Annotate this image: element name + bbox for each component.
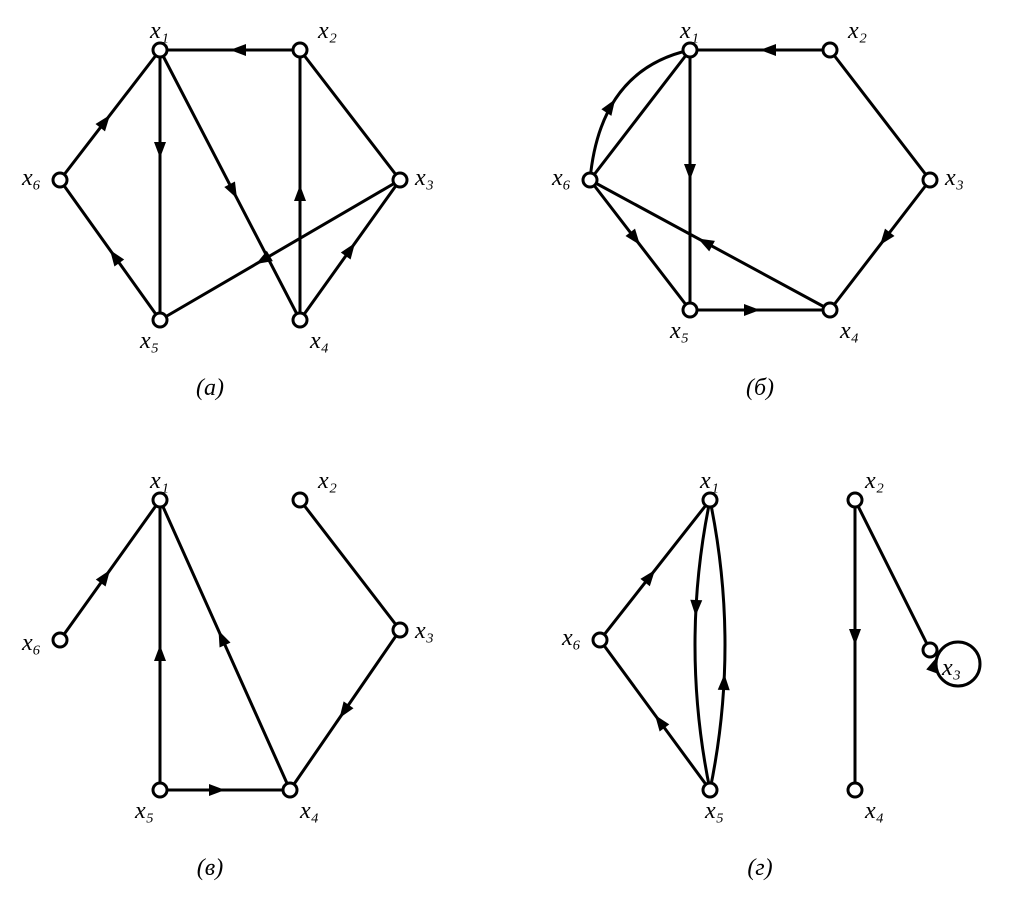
svg-text:(г): (г) (747, 855, 772, 881)
svg-text:x₅: x₅ (669, 318, 689, 344)
graph-figure: x₁ x₂ x₃ x₄ x₅ x₆ (а) x₁ x₂ x₃ x₄ x₅ x₆ (б) x₁ x₂ x₃ x₄ x₅… (0, 0, 1032, 912)
svg-text:x₆: x₆ (21, 630, 41, 656)
svg-text:x₄: x₄ (864, 798, 884, 824)
svg-text:x₄: x₄ (299, 798, 319, 824)
svg-text:(б): (б) (746, 375, 774, 401)
svg-text:x₅: x₅ (139, 328, 159, 354)
svg-text:(в): (в) (197, 855, 223, 881)
svg-text:x₁: x₁ (149, 468, 169, 494)
svg-text:x₅: x₅ (134, 798, 154, 824)
svg-text:(а): (а) (196, 375, 224, 401)
svg-text:x₃: x₃ (941, 655, 961, 681)
svg-text:x₆: x₆ (551, 165, 571, 191)
svg-text:x₄: x₄ (839, 318, 859, 344)
svg-text:x₂: x₂ (317, 18, 337, 44)
svg-text:x₃: x₃ (414, 618, 434, 644)
svg-text:x₆: x₆ (21, 165, 41, 191)
svg-text:x₆: x₆ (561, 625, 581, 651)
svg-text:x₃: x₃ (944, 165, 964, 191)
svg-text:x₅: x₅ (704, 798, 724, 824)
svg-text:x₁: x₁ (149, 18, 169, 44)
svg-text:x₃: x₃ (414, 165, 434, 191)
svg-text:x₂: x₂ (847, 18, 867, 44)
svg-text:x₁: x₁ (699, 468, 719, 494)
svg-text:x₂: x₂ (317, 468, 337, 494)
svg-text:x₂: x₂ (864, 468, 884, 494)
svg-text:x₁: x₁ (679, 18, 699, 44)
svg-text:x₄: x₄ (309, 328, 329, 354)
